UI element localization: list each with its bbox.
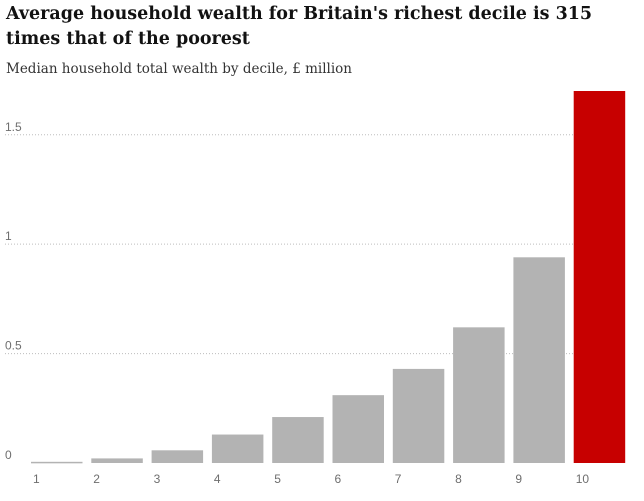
bar-decile-7 xyxy=(392,368,445,463)
y-tick-label: 1 xyxy=(5,229,12,243)
x-tick-label: 10 xyxy=(576,472,590,486)
bar-decile-9 xyxy=(513,257,565,463)
bar-decile-5 xyxy=(272,417,324,463)
bar-decile-2 xyxy=(91,458,143,463)
x-tick-label: 1 xyxy=(33,472,40,486)
bar-decile-4 xyxy=(211,434,264,463)
x-tick-label: 4 xyxy=(214,472,221,486)
chart-title: Average household wealth for Britain's r… xyxy=(6,4,593,49)
y-tick-label: 0 xyxy=(5,448,12,462)
x-tick-label: 8 xyxy=(455,472,462,486)
bar-decile-3 xyxy=(151,450,204,463)
y-tick-label: 1.5 xyxy=(5,120,22,134)
x-tick-label: 7 xyxy=(395,472,402,486)
y-tick-label: 0.5 xyxy=(5,339,22,353)
bar-decile-8 xyxy=(453,327,505,463)
chart-subtitle: Median household total wealth by decile,… xyxy=(6,61,353,77)
x-tick-label: 2 xyxy=(93,472,100,486)
x-tick-label: 5 xyxy=(274,472,281,486)
x-tick-label: 3 xyxy=(154,472,161,486)
x-tick-label: 9 xyxy=(515,472,522,486)
bar-decile-6 xyxy=(332,395,384,463)
x-tick-label: 6 xyxy=(335,472,342,486)
bar-decile-10 xyxy=(573,91,626,463)
bar-decile-1 xyxy=(31,461,83,464)
